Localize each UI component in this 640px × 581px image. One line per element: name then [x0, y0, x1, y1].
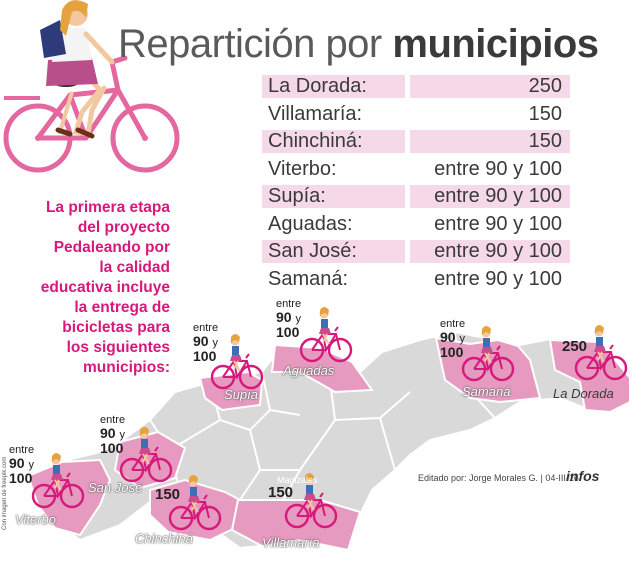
viterbo-count: entre 90 y 100	[9, 444, 35, 486]
bicicletas-cell: entre 90 y 100	[410, 185, 570, 208]
table-row: Villamaría: 150	[262, 101, 570, 129]
municipio-cell: Chinchiná:	[262, 130, 405, 153]
table-row: Supía: entre 90 y 100	[262, 183, 570, 211]
chinchina-label: Chinchiná	[135, 531, 193, 546]
bicicletas-cell: 150	[528, 102, 562, 125]
aguadas-count: entre 90 y 100	[276, 298, 302, 340]
table-row: Viterbo: entre 90 y 100	[262, 156, 570, 184]
san-jose-count: entre 90 y 100	[100, 414, 126, 456]
credit-line: Editado por: Jorge Morales G. | 04-III-1…	[418, 473, 579, 483]
manizales-label: Manizales	[277, 475, 318, 485]
girl-on-bicycle-illustration	[3, 0, 180, 173]
samana-count: entre 90 y 100	[440, 318, 466, 360]
municipio-cell: San José:	[262, 240, 405, 263]
chinchina-count: 150	[155, 486, 181, 503]
image-credit: Con imagen de freepik.com	[2, 456, 8, 530]
table-row: La Dorada: 250	[262, 73, 570, 101]
villamaria-area	[230, 499, 362, 552]
la-dorada-label: La Dorada	[553, 386, 614, 401]
supia-label: Supía	[224, 387, 258, 402]
table-row: San José: entre 90 y 100	[262, 238, 570, 266]
san-jose-area	[113, 430, 187, 490]
municipio-cell: Samaná:	[268, 267, 349, 290]
brand-logo: infos	[566, 468, 600, 484]
bicicletas-cell: entre 90 y 100	[434, 212, 562, 235]
supia-area	[198, 370, 264, 412]
intro-text: La primera etapa del proyecto Pedaleando…	[40, 199, 170, 376]
viterbo-label: Viterbo	[15, 512, 56, 527]
municipio-cell: Aguadas:	[268, 212, 353, 235]
municipio-cell: Villamaría:	[268, 102, 363, 125]
municipio-cell: La Dorada:	[262, 75, 405, 98]
bicicletas-cell: entre 90 y 100	[410, 240, 570, 263]
municipio-cell: Supía:	[262, 185, 405, 208]
viterbo-area	[26, 458, 112, 537]
villamaria-label: Villamaría	[262, 535, 320, 550]
san-jose-label: San José	[88, 480, 143, 495]
table-row: Aguadas: entre 90 y 100	[262, 211, 570, 239]
la-dorada-count: 250	[562, 338, 588, 355]
table-row: Samaná: entre 90 y 100	[262, 266, 570, 294]
samana-label: Samaná	[462, 384, 511, 399]
bicicletas-cell: entre 90 y 100	[434, 157, 562, 180]
bicicletas-cell: 150	[410, 130, 570, 153]
villamaria-count: 150	[268, 484, 294, 501]
page-title: Repartición por municipios	[118, 22, 599, 66]
bicicletas-cell: entre 90 y 100	[434, 267, 562, 290]
table-row: Chinchiná: 150	[262, 128, 570, 156]
aguadas-label: Aguadas	[283, 363, 335, 378]
municipio-cell: Viterbo:	[268, 157, 337, 180]
bicicletas-cell: 250	[410, 75, 570, 98]
distribution-table: La Dorada: 250 Villamaría: 150 Chinchiná…	[262, 73, 570, 293]
supia-count: entre 90 y 100	[193, 322, 219, 364]
